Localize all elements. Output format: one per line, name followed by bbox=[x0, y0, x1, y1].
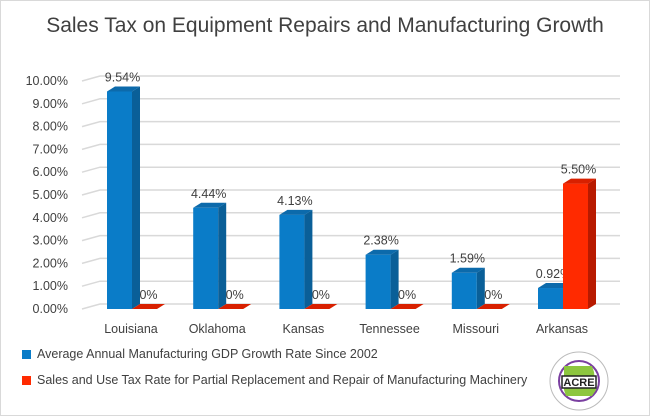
x-tick-label: Missouri bbox=[453, 322, 500, 336]
bar bbox=[107, 91, 132, 309]
legend-item-tax: Sales and Use Tax Rate for Partial Repla… bbox=[22, 373, 527, 387]
legend-label: Average Annual Manufacturing GDP Growth … bbox=[37, 347, 378, 361]
bar-top bbox=[451, 267, 485, 273]
gridline bbox=[81, 120, 620, 128]
y-tick-label: 6.00% bbox=[33, 165, 68, 179]
data-label: 0% bbox=[484, 288, 502, 302]
gridline bbox=[81, 98, 620, 105]
bar-top bbox=[538, 283, 571, 289]
y-tick-label: 1.00% bbox=[33, 279, 68, 293]
data-label: 0% bbox=[312, 288, 330, 302]
data-label: 9.54% bbox=[105, 70, 140, 84]
data-label: 4.13% bbox=[277, 194, 312, 208]
gridline bbox=[81, 189, 620, 196]
data-label: 2.38% bbox=[363, 234, 398, 248]
legend-label: Sales and Use Tax Rate for Partial Repla… bbox=[37, 373, 528, 387]
legend-swatch-blue bbox=[22, 349, 31, 359]
y-tick-label: 8.00% bbox=[33, 120, 68, 134]
bar-top bbox=[563, 178, 596, 184]
x-tick-label: Tennessee bbox=[359, 322, 420, 336]
x-tick-label: Louisiana bbox=[104, 322, 158, 336]
bar bbox=[451, 272, 477, 309]
y-tick-label: 0.00% bbox=[33, 302, 68, 316]
bar-top bbox=[476, 304, 510, 309]
y-tick-label: 2.00% bbox=[33, 256, 68, 270]
data-label: 4.44% bbox=[191, 187, 226, 201]
legend-item-growth: Average Annual Manufacturing GDP Growth … bbox=[22, 347, 378, 361]
bar-top bbox=[279, 209, 313, 215]
data-label: 0% bbox=[226, 288, 244, 302]
bar-side bbox=[132, 86, 140, 309]
x-tick-label: Arkansas bbox=[536, 322, 588, 336]
bar-top bbox=[132, 304, 165, 309]
data-label: 0.92% bbox=[536, 267, 571, 281]
gridline bbox=[81, 166, 620, 173]
bar-top bbox=[218, 304, 252, 309]
gridline bbox=[81, 257, 620, 265]
data-label: 0% bbox=[139, 288, 157, 302]
y-tick-label: 3.00% bbox=[33, 234, 68, 248]
gridline bbox=[81, 75, 620, 82]
legend-swatch-red bbox=[22, 375, 31, 385]
data-label: 1.59% bbox=[450, 252, 485, 266]
gridline bbox=[81, 280, 620, 287]
bar-top bbox=[304, 304, 338, 309]
bar-top bbox=[107, 86, 140, 92]
bar bbox=[563, 183, 588, 309]
y-tick-label: 9.00% bbox=[33, 97, 68, 111]
bar-side bbox=[218, 202, 227, 309]
y-tick-label: 7.00% bbox=[33, 142, 68, 156]
gridline bbox=[81, 303, 620, 310]
bar-side bbox=[304, 209, 313, 309]
y-tick-label: 4.00% bbox=[33, 211, 68, 225]
bar bbox=[365, 254, 391, 309]
data-label: 5.50% bbox=[561, 163, 596, 177]
chart-title: Sales Tax on Equipment Repairs and Manuf… bbox=[46, 14, 604, 37]
bar-top bbox=[193, 202, 227, 208]
bar-side bbox=[588, 178, 596, 309]
bar-side bbox=[476, 267, 485, 309]
bar bbox=[279, 214, 305, 309]
gridline bbox=[81, 212, 620, 219]
y-tick-label: 10.00% bbox=[26, 74, 68, 88]
svg-text:ACRE: ACRE bbox=[563, 377, 594, 389]
bar-top bbox=[390, 304, 424, 309]
gridline bbox=[81, 234, 620, 242]
bar-side bbox=[390, 249, 399, 309]
data-label: 0% bbox=[398, 288, 416, 302]
x-tick-label: Oklahoma bbox=[189, 322, 246, 336]
y-tick-label: 5.00% bbox=[33, 188, 68, 202]
acre-logo: ACRE bbox=[549, 351, 609, 411]
bar-top bbox=[365, 249, 399, 255]
gridline bbox=[81, 143, 620, 151]
x-tick-label: Kansas bbox=[283, 322, 325, 336]
bar bbox=[193, 207, 219, 309]
bar bbox=[538, 288, 563, 309]
